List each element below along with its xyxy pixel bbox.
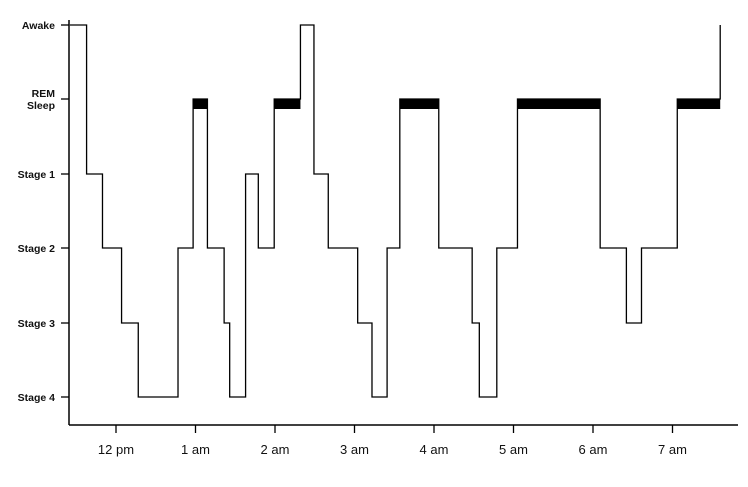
x-tick-label: 5 am [499,442,528,457]
x-tick-label: 12 pm [98,442,134,457]
x-tick-label: 2 am [261,442,290,457]
y-tick-label: Stage 1 [18,169,56,181]
y-tick-label: Awake [22,20,55,32]
x-tick-label: 6 am [579,442,608,457]
y-tick-label: Sleep [27,100,55,112]
hypnogram-series-line [69,24,721,398]
x-tick-label: 4 am [420,442,449,457]
rem-period-bar-4 [677,99,721,109]
rem-period-bar-0 [193,99,208,109]
x-axis-ticks: 12 pm 1 am 2 am 3 am 4 am 5 am 6 am 7 am [98,425,687,457]
y-tick-label: Stage 2 [18,243,56,255]
y-tick-label: Stage 3 [18,318,56,330]
rem-bars [193,99,721,109]
y-tick-label: Stage 4 [18,392,56,404]
rem-period-bar-2 [399,99,439,109]
x-tick-label: 7 am [658,442,687,457]
rem-period-bar-3 [517,99,601,109]
x-tick-label: 3 am [340,442,369,457]
y-tick-label: REM [32,88,56,100]
rem-period-bar-1 [274,99,301,109]
x-tick-label: 1 am [181,442,210,457]
